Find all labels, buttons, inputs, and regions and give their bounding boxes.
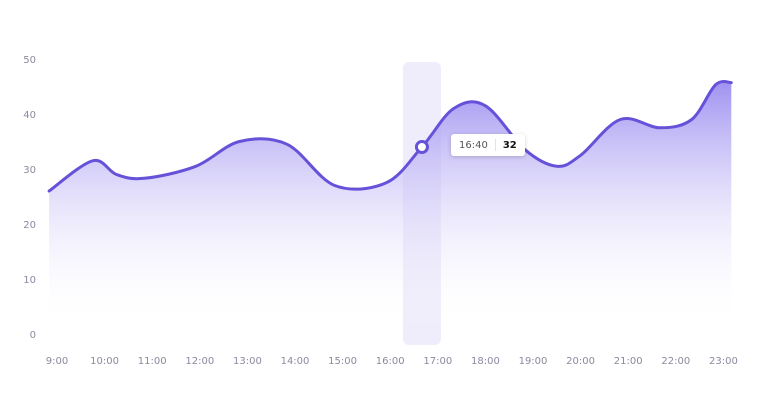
x-tick-label: 22:00 — [661, 356, 690, 367]
x-tick-label: 16:00 — [376, 356, 405, 367]
x-tick-label: 18:00 — [471, 356, 500, 367]
x-tick-label: 12:00 — [185, 356, 214, 367]
tooltip-value: 32 — [502, 139, 517, 151]
y-tick-label: 10 — [23, 275, 36, 286]
y-tick-label: 0 — [30, 330, 36, 341]
tooltip-time: 16:40 — [459, 139, 488, 151]
x-tick-label: 15:00 — [328, 356, 357, 367]
x-tick-label: 17:00 — [423, 356, 452, 367]
x-tick-label: 19:00 — [519, 356, 548, 367]
y-axis: 0 10 20 30 40 50 — [23, 55, 36, 341]
y-tick-label: 20 — [23, 220, 36, 231]
x-tick-label: 14:00 — [281, 356, 310, 367]
tooltip: 16:40 32 — [451, 134, 525, 156]
x-tick-label: 23:00 — [709, 356, 738, 367]
x-tick-label: 9:00 — [46, 356, 68, 367]
x-tick-label: 20:00 — [566, 356, 595, 367]
y-tick-label: 40 — [23, 110, 36, 121]
x-tick-label: 11:00 — [138, 356, 167, 367]
y-tick-label: 50 — [23, 55, 36, 66]
highlight-marker[interactable] — [414, 140, 429, 154]
x-axis: 9:00 10:00 11:00 12:00 13:00 14:00 15:00 16:00 1… — [46, 356, 738, 367]
series-line — [47, 80, 733, 193]
x-tick-label: 21:00 — [614, 356, 643, 367]
tooltip-divider — [494, 139, 496, 151]
x-tick-label: 13:00 — [233, 356, 262, 367]
x-tick-label: 10:00 — [90, 356, 119, 367]
series-area — [49, 81, 732, 323]
y-tick-label: 30 — [23, 165, 36, 176]
